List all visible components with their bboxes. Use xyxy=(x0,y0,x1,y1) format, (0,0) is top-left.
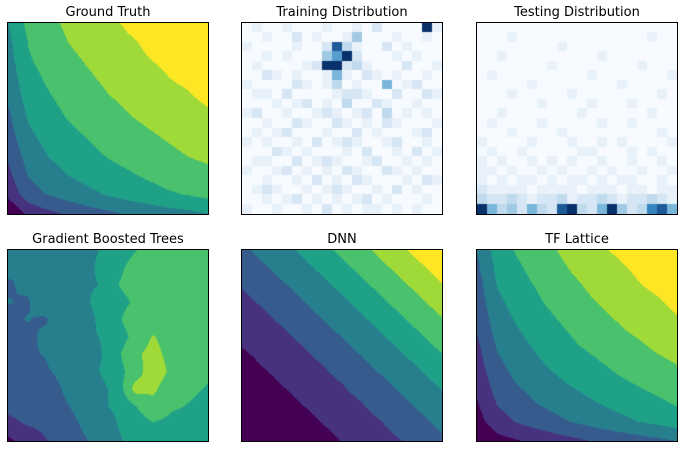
panel-title-testing-distribution: Testing Distribution xyxy=(514,5,640,20)
dnn-panel: DNN xyxy=(241,231,443,442)
tf-lattice-plot xyxy=(476,249,678,442)
ground-truth-panel: Ground Truth xyxy=(7,4,209,215)
gradient-boosted-trees-plot xyxy=(7,249,209,442)
panel-title-tf-lattice: TF Lattice xyxy=(545,232,609,247)
tf-lattice-panel: TF Lattice xyxy=(476,231,678,442)
training-distribution-plot xyxy=(241,22,443,215)
panel-title-ground-truth: Ground Truth xyxy=(65,5,151,20)
panel-title-training-distribution: Training Distribution xyxy=(276,5,408,20)
dnn-plot xyxy=(241,249,443,442)
gradient-boosted-trees-panel: Gradient Boosted Trees xyxy=(7,231,209,442)
training-distribution-panel: Training Distribution xyxy=(241,4,443,215)
ground-truth-plot xyxy=(7,22,209,215)
testing-distribution-plot xyxy=(476,22,678,215)
panel-title-dnn: DNN xyxy=(327,232,357,247)
testing-distribution-panel: Testing Distribution xyxy=(476,4,678,215)
panel-title-gradient-boosted-trees: Gradient Boosted Trees xyxy=(32,232,184,247)
